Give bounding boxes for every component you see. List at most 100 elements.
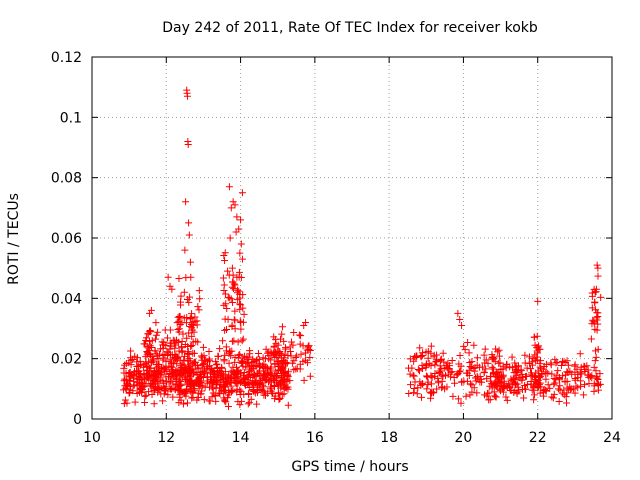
data-point xyxy=(284,383,292,391)
data-point xyxy=(239,291,247,299)
data-point xyxy=(164,273,172,281)
data-point xyxy=(173,368,181,376)
data-point xyxy=(423,385,431,393)
data-point xyxy=(556,386,564,394)
data-point xyxy=(182,198,190,206)
data-point xyxy=(230,337,238,345)
data-point xyxy=(231,281,239,289)
x-tick-label: 12 xyxy=(157,430,175,446)
data-point xyxy=(410,372,418,380)
data-point xyxy=(195,306,203,314)
data-point xyxy=(266,385,274,393)
data-point xyxy=(143,374,151,382)
data-point xyxy=(195,287,203,295)
data-point xyxy=(490,388,498,396)
data-point xyxy=(194,393,202,401)
data-point xyxy=(177,364,185,372)
data-point xyxy=(223,305,231,313)
data-point xyxy=(593,326,601,334)
data-point xyxy=(127,347,135,355)
data-point xyxy=(448,357,456,365)
data-point xyxy=(502,393,510,401)
data-point xyxy=(481,345,489,353)
data-point xyxy=(518,370,526,378)
data-point xyxy=(163,348,171,356)
data-point xyxy=(187,343,195,351)
data-point xyxy=(177,292,185,300)
data-point xyxy=(222,325,230,333)
data-point xyxy=(167,385,175,393)
data-point xyxy=(181,376,189,384)
data-point xyxy=(214,352,222,360)
data-point xyxy=(531,373,539,381)
data-point xyxy=(254,349,262,357)
data-point xyxy=(574,374,582,382)
data-point xyxy=(177,298,185,306)
data-point xyxy=(142,391,150,399)
data-point xyxy=(571,361,579,369)
data-point xyxy=(577,377,585,385)
data-point xyxy=(235,287,243,295)
data-point xyxy=(237,240,245,248)
y-tick-label: 0.04 xyxy=(51,291,82,307)
data-point xyxy=(195,380,203,388)
data-point xyxy=(194,365,202,373)
data-point xyxy=(172,377,180,385)
data-point xyxy=(134,368,142,376)
data-point xyxy=(253,400,261,408)
data-point xyxy=(169,336,177,344)
data-point xyxy=(153,360,161,368)
data-point xyxy=(221,257,229,265)
data-point xyxy=(269,349,277,357)
data-point xyxy=(230,316,238,324)
data-point xyxy=(281,350,289,358)
data-point xyxy=(471,374,479,382)
data-point xyxy=(264,364,272,372)
data-point xyxy=(251,379,259,387)
data-point xyxy=(473,372,481,380)
data-point xyxy=(590,363,598,371)
data-point xyxy=(198,387,206,395)
data-point xyxy=(578,370,586,378)
data-point xyxy=(563,399,571,407)
data-point xyxy=(594,272,602,280)
data-point xyxy=(146,342,154,350)
data-point xyxy=(159,344,167,352)
data-point xyxy=(273,353,281,361)
data-point xyxy=(184,349,192,357)
data-point xyxy=(597,293,605,301)
data-point xyxy=(155,385,163,393)
data-point xyxy=(194,303,202,311)
data-point xyxy=(409,371,417,379)
data-point xyxy=(227,378,235,386)
data-point xyxy=(207,365,215,373)
data-point xyxy=(534,297,542,305)
data-point xyxy=(178,347,186,355)
data-point xyxy=(236,401,244,409)
data-point xyxy=(176,320,184,328)
data-point xyxy=(218,372,226,380)
data-point xyxy=(468,358,476,366)
data-point xyxy=(158,338,166,346)
data-point xyxy=(484,359,492,367)
data-point xyxy=(280,390,288,398)
data-point xyxy=(228,321,236,329)
data-point xyxy=(305,342,313,350)
data-point xyxy=(490,365,498,373)
data-point xyxy=(271,367,279,375)
data-point xyxy=(125,359,133,367)
data-point xyxy=(594,386,602,394)
data-point xyxy=(129,387,137,395)
data-point xyxy=(126,354,134,362)
data-point xyxy=(219,274,227,282)
data-point xyxy=(275,395,283,403)
data-point xyxy=(182,392,190,400)
data-point xyxy=(184,363,192,371)
data-point xyxy=(434,374,442,382)
data-point xyxy=(176,385,184,393)
data-point xyxy=(239,304,247,312)
data-point xyxy=(594,264,602,272)
data-point xyxy=(198,353,206,361)
data-point xyxy=(164,349,172,357)
data-point xyxy=(281,368,289,376)
